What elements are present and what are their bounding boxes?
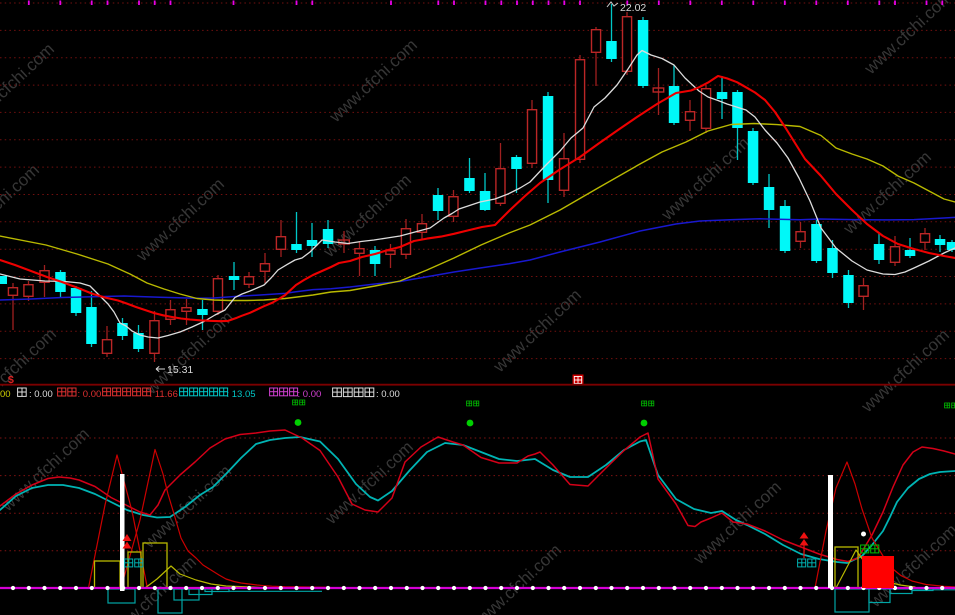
svg-text:: 0.00: : 0.00 xyxy=(29,389,53,400)
svg-text:: 0.00: : 0.00 xyxy=(78,389,102,400)
svg-text:15.31: 15.31 xyxy=(167,364,193,376)
svg-text:: 0.00: : 0.00 xyxy=(298,389,322,400)
svg-text:$: $ xyxy=(8,374,14,386)
svg-text:22.02: 22.02 xyxy=(620,2,646,14)
svg-text:00: 00 xyxy=(0,389,11,400)
svg-text:: 13.05: : 13.05 xyxy=(227,389,256,400)
svg-text:: 11.66: : 11.66 xyxy=(150,389,178,400)
svg-text:: 0.00: : 0.00 xyxy=(376,389,400,400)
